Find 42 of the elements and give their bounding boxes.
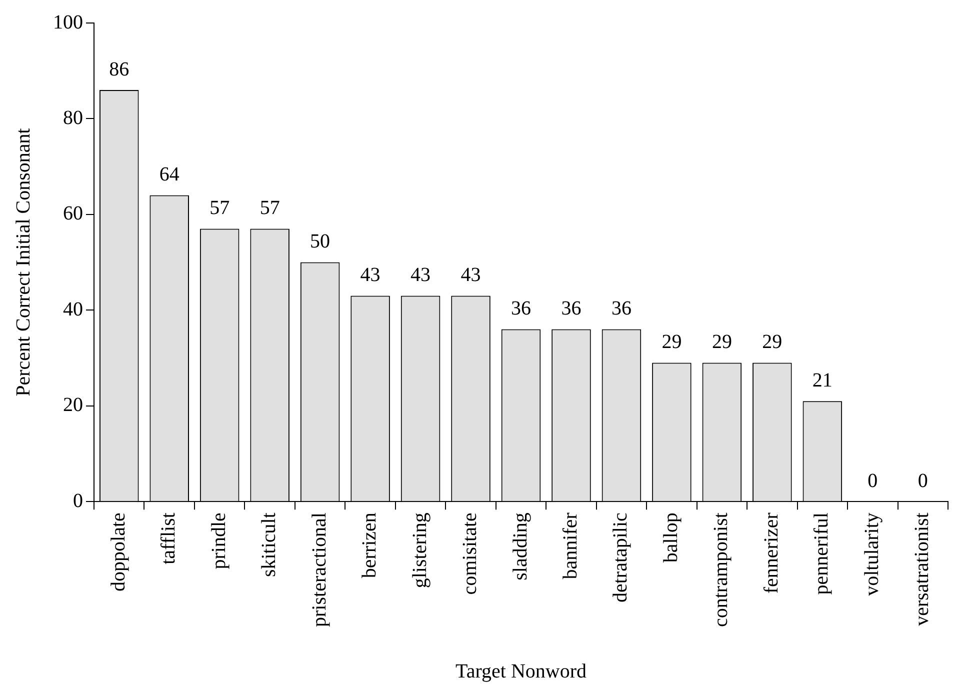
x-tick-label: penneriful [810, 512, 833, 595]
y-tick-label: 20 [63, 394, 83, 416]
x-tick-label: glistering [408, 512, 431, 588]
data-label: 86 [109, 58, 130, 80]
x-tick-label: contramponist [710, 512, 732, 628]
data-label: 57 [260, 197, 280, 220]
data-label: 64 [159, 164, 180, 186]
x-tick-label: ballop [660, 512, 682, 563]
data-label: 29 [762, 331, 782, 354]
data-label: 29 [662, 331, 682, 354]
data-label: 50 [310, 230, 330, 253]
x-tick-label: skiticult [258, 512, 280, 578]
data-label: 36 [611, 298, 632, 320]
data-label: 36 [511, 298, 531, 320]
data-label: 57 [210, 197, 230, 220]
x-tick-label: comisitate [459, 512, 482, 595]
y-tick-label: 80 [63, 106, 83, 129]
x-tick-label: detratapilic [610, 512, 632, 603]
x-tick-label: voltularity [860, 512, 883, 596]
y-tick-label: 0 [73, 490, 83, 512]
x-tick-label: sladding [509, 512, 532, 580]
data-label: 43 [460, 264, 481, 286]
x-axis-title: Target Nonword [456, 660, 586, 682]
x-tick-label: berrizen [358, 512, 381, 578]
y-axis-title: Percent Correct Initial Consonant [12, 128, 34, 396]
y-tick-label: 60 [63, 202, 83, 225]
data-label: 36 [561, 298, 582, 320]
x-tick-label: pristeractional [308, 512, 330, 627]
x-tick-label: doppolate [107, 512, 130, 592]
x-tick-label: tafflist [158, 512, 180, 564]
x-tick-label: versatrationist [911, 512, 934, 626]
data-label: 0 [868, 470, 878, 492]
data-label: 43 [410, 264, 431, 286]
data-label: 21 [812, 369, 832, 392]
y-tick-label: 100 [53, 11, 83, 34]
y-tick-label: 40 [63, 298, 83, 320]
data-label: 0 [918, 470, 928, 492]
x-tick-label: prindle [208, 512, 230, 570]
x-tick-label: fennerizer [760, 512, 782, 594]
x-tick-label: bannifer [559, 512, 582, 580]
data-label: 43 [360, 264, 380, 286]
data-label: 29 [712, 331, 732, 354]
